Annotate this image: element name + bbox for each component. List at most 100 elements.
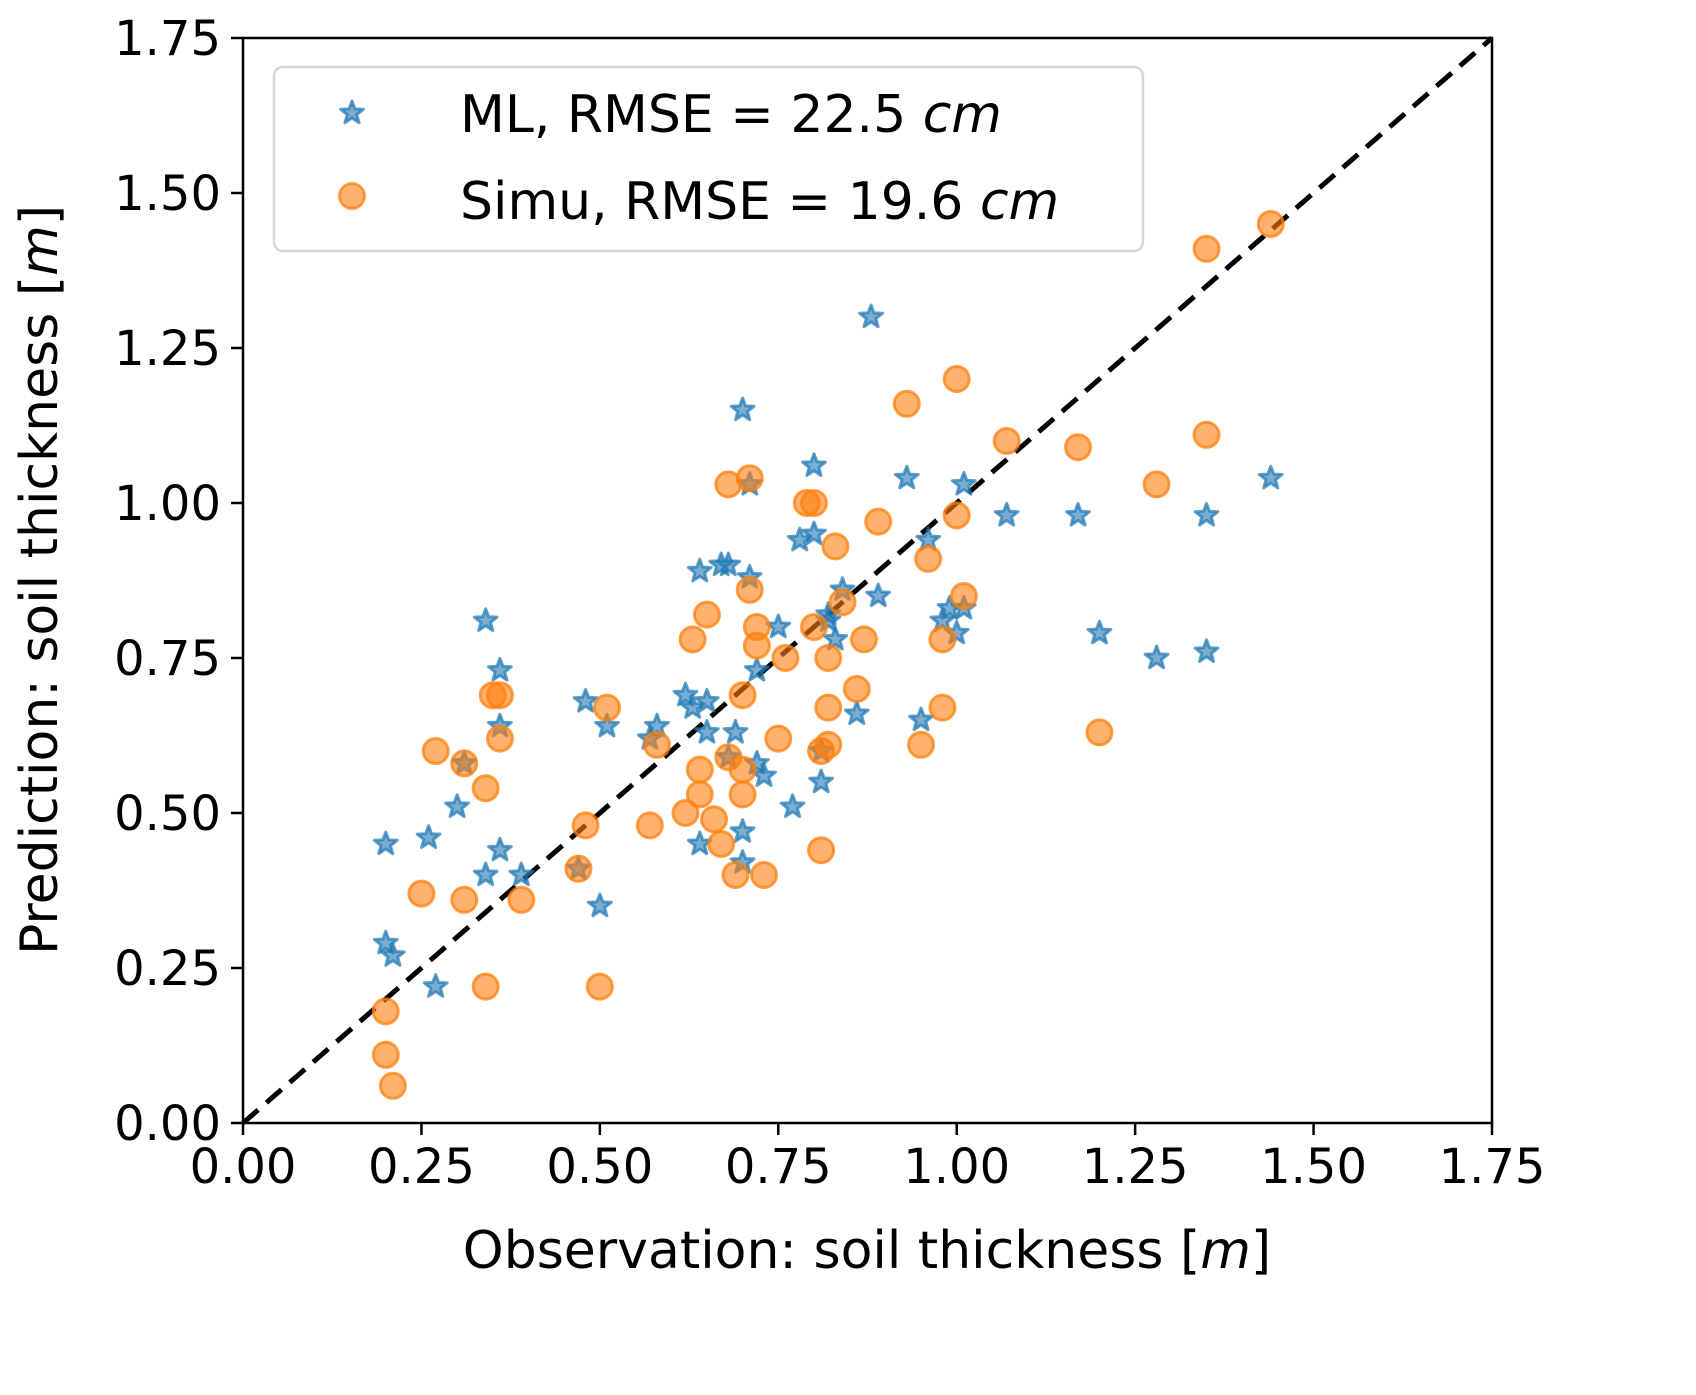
x-tick-label: 0.50 — [546, 1139, 653, 1195]
ml-data-point — [422, 973, 449, 998]
simu-data-point — [828, 588, 857, 617]
simu-data-point — [564, 854, 593, 883]
ml-data-point — [858, 303, 884, 329]
simu-data-point — [471, 774, 500, 803]
legend-star-marker-icon — [339, 99, 365, 125]
ml-data-point — [865, 582, 892, 608]
simu-data-point — [1256, 210, 1285, 238]
ml-data-point — [372, 830, 399, 856]
ml-data-point — [686, 557, 713, 583]
simu-data-point — [892, 389, 921, 418]
simu-data-point — [814, 693, 843, 722]
legend-circle-marker-icon — [338, 182, 366, 210]
simu-data-point — [507, 885, 536, 914]
ml-data-point — [822, 625, 849, 651]
ml-data-point — [694, 718, 720, 744]
simu-data-point — [592, 693, 621, 722]
y-tick-label: 1.75 — [114, 11, 221, 67]
ml-data-point — [908, 706, 934, 732]
simu-data-point — [928, 693, 957, 722]
legend-circle-marker — [338, 182, 366, 210]
legend-label-simu: Simu, RMSE = 19.6 cm — [460, 172, 1059, 232]
simu-data-point — [450, 749, 479, 778]
ml-data-point — [950, 470, 977, 496]
y-tick-label: 1.25 — [114, 321, 221, 377]
ml-data-point — [843, 700, 870, 725]
simu-data-point — [485, 681, 514, 710]
x-tick-label: 1.00 — [903, 1139, 1010, 1195]
ml-data-point — [722, 718, 749, 744]
ml-data-point — [372, 929, 399, 955]
simu-data-point — [728, 681, 757, 710]
simu-data-point — [742, 631, 771, 660]
ml-data-point — [779, 793, 806, 818]
simu-data-point — [799, 613, 828, 641]
simu-data-point — [799, 489, 828, 517]
simu-data-point — [721, 861, 750, 889]
y-tick-label: 1.00 — [114, 476, 221, 532]
ml-data-point — [594, 712, 620, 738]
ml-data-point — [472, 607, 499, 632]
simu-data-point — [421, 737, 450, 765]
simu-data-point — [1192, 420, 1221, 449]
y-tick-label: 0.75 — [114, 631, 221, 687]
simu-data-point — [485, 724, 514, 753]
simu-data-point — [942, 501, 971, 530]
simu-data-point — [842, 675, 871, 703]
simu-data-point — [821, 532, 850, 561]
simu-data-point — [371, 997, 400, 1026]
x-tick-label: 0.00 — [190, 1139, 297, 1195]
simu-data-point — [814, 644, 843, 672]
ml-data-point — [572, 687, 599, 713]
simu-data-point — [1085, 718, 1114, 747]
simu-data-point — [728, 755, 757, 784]
x-tick-label: 1.75 — [1439, 1139, 1546, 1195]
ml-data-point — [508, 861, 535, 887]
simu-data-point — [807, 836, 836, 865]
ml-data-point — [415, 824, 442, 849]
simu-data-point — [750, 861, 779, 889]
simu-data-point — [907, 730, 936, 759]
ml-data-point — [801, 520, 827, 546]
ml-data-point — [694, 687, 720, 713]
simu-data-point — [692, 600, 721, 629]
ml-data-point — [715, 551, 742, 577]
ml-data-point — [729, 818, 756, 843]
ml-data-point — [444, 793, 470, 818]
simu-data-point — [585, 972, 614, 1001]
simu-data-point — [1142, 470, 1171, 499]
simu-data-point — [1192, 234, 1221, 263]
ml-data-point — [729, 396, 756, 422]
ml-data-point — [1193, 638, 1220, 663]
simu-data-point — [864, 507, 893, 536]
y-axis-label: Prediction: soil thickness [m] — [10, 205, 70, 955]
y-tick-label: 1.50 — [114, 166, 221, 222]
ml-data-point — [672, 681, 699, 707]
simu-series — [371, 210, 1285, 1100]
simu-data-point — [685, 780, 714, 809]
ml-data-point — [1086, 619, 1113, 645]
x-axis-ticks: 0.00 0.25 0.50 0.75 1.00 1.25 1.50 1.75 — [190, 1123, 1546, 1195]
x-tick-label: 0.25 — [368, 1139, 475, 1195]
legend-label-ml: ML, RMSE = 22.5 cm — [460, 85, 1002, 145]
x-tick-label: 1.50 — [1260, 1139, 1367, 1195]
simu-data-point — [707, 830, 736, 858]
simu-data-point — [949, 582, 978, 610]
ml-data-point — [1143, 644, 1170, 670]
simu-data-point — [735, 575, 764, 604]
simu-data-point — [678, 625, 707, 654]
x-axis-label: Observation: soil thickness [m] — [463, 1221, 1271, 1281]
ml-data-point — [472, 861, 499, 887]
simu-data-point — [371, 1040, 400, 1069]
ml-data-point — [380, 942, 406, 967]
ml-data-point — [487, 656, 513, 682]
legend-box — [272, 65, 1145, 253]
simu-data-point — [942, 365, 971, 393]
ml-data-point — [744, 656, 770, 682]
y-tick-label: 0.00 — [114, 1096, 221, 1152]
ml-data-point — [801, 452, 827, 477]
simu-data-point — [849, 625, 878, 654]
simu-data-point — [914, 544, 943, 573]
legend: ML, RMSE = 22.5 cm Simu, RMSE = 19.6 cm — [272, 65, 1145, 253]
simu-data-point — [764, 724, 793, 753]
